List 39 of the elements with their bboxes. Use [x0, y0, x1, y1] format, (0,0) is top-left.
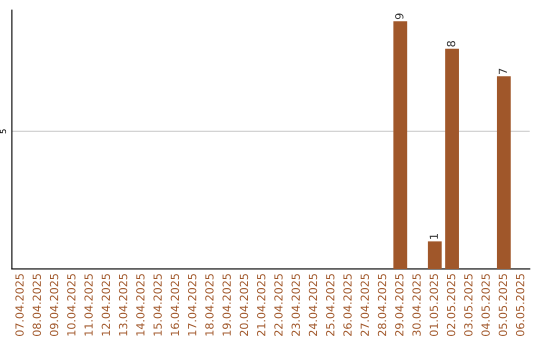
- x-tick-label: 13.04.2025: [118, 274, 128, 336]
- x-tick-label: 23.04.2025: [292, 274, 300, 336]
- data-label: 9: [395, 14, 404, 20]
- bar: [496, 76, 511, 269]
- x-tick-label: 17.04.2025: [188, 274, 196, 336]
- x-tick-label: 08.04.2025: [32, 274, 41, 336]
- x-tick-label: 04.05.2025: [481, 274, 490, 336]
- x-tick-label: 15.04.2025: [153, 274, 162, 336]
- x-tick-label: 25.04.2025: [326, 274, 334, 336]
- data-label: 8: [446, 41, 456, 47]
- x-tick-label: 20.04.2025: [240, 274, 248, 336]
- x-tick-label: 09.04.2025: [50, 274, 58, 336]
- x-tick-label: 16.04.2025: [170, 274, 180, 336]
- data-label: 7: [498, 68, 507, 74]
- data-label: 1: [430, 234, 438, 239]
- x-tick-label: 24.04.2025: [308, 274, 318, 336]
- x-tick-label: 22.04.2025: [274, 274, 283, 336]
- x-tick-label: 21.04.2025: [257, 274, 266, 336]
- x-tick-label: 01.05.2025: [430, 274, 438, 336]
- x-tick-label: 05.05.2025: [498, 274, 508, 336]
- x-tick-label: 03.05.2025: [464, 274, 473, 336]
- x-tick-label: 27.04.2025: [360, 274, 369, 336]
- x-tick-label: 28.04.2025: [378, 274, 386, 336]
- x-tick-label: 18.04.2025: [205, 274, 214, 336]
- x-tick-label: 26.04.2025: [343, 274, 352, 336]
- x-tick-label: 06.05.2025: [516, 274, 524, 336]
- x-tick-label: 02.05.2025: [446, 274, 456, 336]
- x-tick-label: 19.04.2025: [222, 274, 231, 336]
- bar: [428, 241, 442, 269]
- bar: [393, 21, 408, 269]
- x-tick-label: 29.04.2025: [395, 274, 404, 336]
- x-tick-label: 11.04.2025: [84, 274, 93, 336]
- x-tick-label: 07.04.2025: [15, 274, 24, 336]
- x-tick-label: 14.04.2025: [136, 274, 145, 336]
- x-tick-label: 30.04.2025: [412, 274, 421, 336]
- bar: [445, 48, 459, 269]
- x-tick-label: 12.04.2025: [102, 274, 110, 336]
- x-tick-label: 10.04.2025: [67, 274, 76, 336]
- y-tick-label: 5: [0, 129, 6, 134]
